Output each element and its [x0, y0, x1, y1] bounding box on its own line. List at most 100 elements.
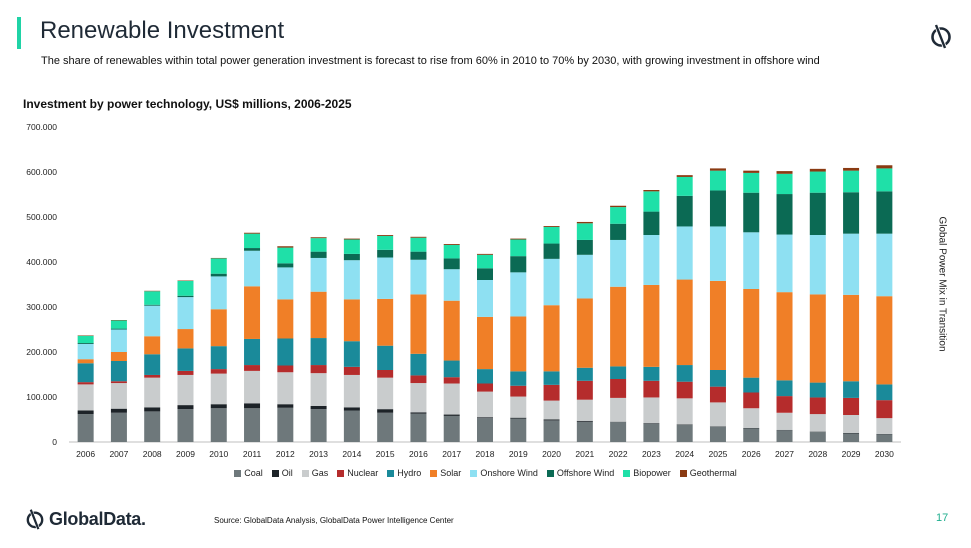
bar-segment-hydro [477, 369, 493, 384]
bar-segment-geothermal [743, 170, 760, 173]
bar-segment-hydro [610, 366, 627, 379]
legend-item: Offshore Wind [546, 468, 614, 478]
bar-segment-nuclear [843, 397, 860, 415]
bar-segment-solar [410, 294, 427, 354]
bar-segment-geothermal [443, 244, 460, 245]
bar-segment-nuclear [110, 381, 127, 384]
bar-segment-hydro [843, 381, 860, 398]
y-tick-label: 200.000 [26, 347, 57, 357]
bar-segment-offshore-wind [643, 211, 660, 235]
bar-segment-biopower [709, 170, 726, 191]
bar-segment-gas [610, 397, 627, 422]
bar-segment-offshore-wind [410, 251, 427, 260]
bar-segment-hydro [343, 341, 360, 367]
x-tick-label: 2013 [309, 449, 328, 459]
bar-segment-hydro [876, 384, 893, 401]
x-tick-label: 2026 [742, 449, 761, 459]
bar-segment-onshore-wind [709, 226, 726, 281]
bar-segment-oil [110, 408, 127, 413]
bar-segment-biopower [743, 172, 760, 193]
bar-segment-hydro [144, 354, 161, 375]
bar-segment-onshore-wind [809, 235, 826, 295]
bar-segment-onshore-wind [377, 257, 394, 299]
legend-swatch [234, 469, 242, 477]
bar-segment-oil [244, 403, 261, 409]
bar-segment-oil [144, 407, 161, 412]
bar-segment-oil [477, 417, 493, 419]
bar-segment-onshore-wind [477, 280, 493, 317]
brand-name: GlobalData. [49, 508, 146, 529]
bar-segment-nuclear [377, 370, 394, 378]
bar-segment-nuclear [709, 386, 726, 403]
legend-swatch [430, 469, 438, 477]
bar-segment-coal [177, 409, 194, 442]
bar-segment-nuclear [244, 365, 261, 371]
bar-segment-onshore-wind [510, 272, 527, 317]
legend-swatch [546, 469, 554, 477]
bar-segment-biopower [110, 320, 127, 329]
bar-segment-solar [676, 279, 693, 366]
page-title: Renewable Investment [40, 17, 285, 44]
legend-swatch [387, 469, 395, 477]
bar-segment-solar [443, 300, 460, 361]
x-tick-label: 2017 [442, 449, 461, 459]
bar-segment-gas [576, 399, 593, 421]
bar-segment-biopower [443, 244, 460, 259]
bar-segment-onshore-wind [610, 239, 627, 287]
x-tick-label: 2018 [476, 449, 495, 459]
bar-segment-solar [210, 309, 227, 347]
bar-segment-offshore-wind [510, 256, 527, 273]
bar-segment-geothermal [410, 236, 427, 238]
bar-segment-nuclear [443, 377, 460, 384]
title-accent-bar [17, 17, 21, 49]
bar-segment-solar [576, 298, 593, 368]
bar-segment-solar [510, 316, 527, 372]
legend-item: Coal [234, 468, 263, 478]
legend-label: Nuclear [347, 468, 379, 478]
bar-segment-offshore-wind [477, 268, 493, 280]
bar-segment-nuclear [410, 375, 427, 384]
y-tick-label: 0 [52, 437, 57, 447]
bar-segment-oil [177, 405, 194, 410]
bar-segment-solar [776, 292, 793, 381]
bar-segment-gas [377, 377, 394, 410]
bar-segment-offshore-wind [610, 223, 627, 240]
x-tick-label: 2020 [542, 449, 561, 459]
bar-segment-offshore-wind [576, 239, 593, 255]
bar-segment-gas [144, 377, 161, 408]
bar-segment-solar [709, 280, 726, 370]
bar-segment-coal [210, 408, 227, 442]
bar-segment-geothermal [244, 232, 261, 234]
bar-segment-onshore-wind [210, 276, 227, 310]
x-tick-label: 2011 [243, 449, 262, 459]
bar-segment-biopower [510, 239, 527, 257]
bar-segment-offshore-wind [310, 251, 327, 258]
bar-segment-coal [443, 415, 460, 442]
bar-segment-solar [77, 359, 94, 364]
x-tick-label: 2022 [609, 449, 628, 459]
bar-segment-solar [477, 316, 493, 370]
legend-label: Biopower [633, 468, 671, 478]
chart-legend: Coal Oil Gas Nuclear Hydro Solar Onshore Wind O… [0, 468, 971, 478]
bar-segment-offshore-wind [210, 273, 227, 277]
bar-segment-solar [377, 298, 394, 346]
legend-item: Gas [301, 468, 328, 478]
bar-segment-offshore-wind [77, 343, 94, 344]
bar-segment-biopower [610, 207, 627, 224]
bar-segment-gas [110, 383, 127, 409]
bar-segment-gas [477, 391, 493, 418]
bar-segment-solar [177, 329, 194, 349]
bar-segment-offshore-wind [676, 195, 693, 227]
bar-segment-solar [144, 336, 161, 355]
bar-segment-biopower [343, 239, 360, 254]
bar-segment-biopower [876, 168, 893, 192]
legend-item: Nuclear [337, 468, 378, 478]
bar-segment-nuclear [177, 370, 194, 375]
bar-segment-hydro [443, 360, 460, 378]
bar-segment-coal [776, 430, 793, 442]
bar-segment-coal [277, 407, 294, 442]
bar-segment-offshore-wind [876, 191, 893, 234]
bar-segment-offshore-wind [277, 263, 294, 268]
x-tick-label: 2015 [376, 449, 395, 459]
bar-segment-coal [610, 422, 627, 442]
